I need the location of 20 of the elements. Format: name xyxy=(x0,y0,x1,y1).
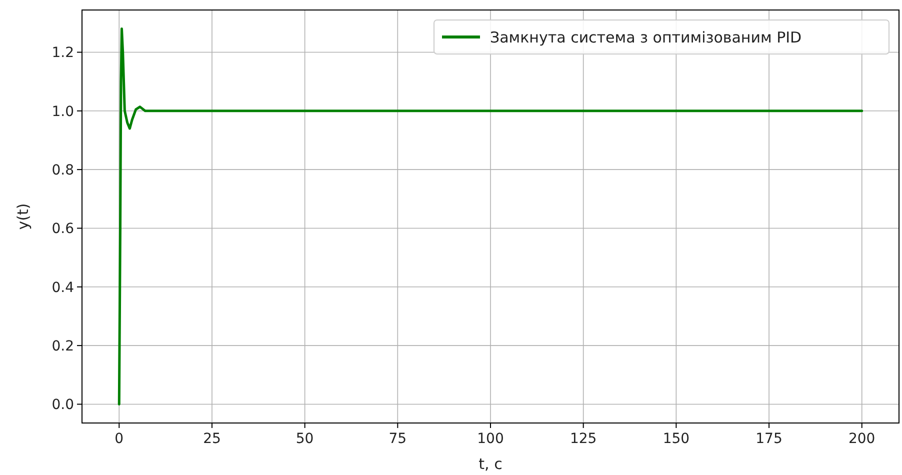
x-tick-label: 100 xyxy=(477,431,504,447)
y-tick-label: 0.0 xyxy=(52,397,74,414)
y-axis-title: y(t) xyxy=(14,203,32,230)
x-tick-label: 200 xyxy=(848,431,876,447)
x-tick-label: 75 xyxy=(388,431,407,447)
x-tick-label: 0 xyxy=(114,431,124,447)
x-tick-label: 175 xyxy=(756,431,782,447)
y-tick-label: 1.2 xyxy=(52,45,74,62)
x-tick-label: 125 xyxy=(570,431,597,447)
y-tick-label: 0.8 xyxy=(52,162,74,178)
x-axis-title: t, c xyxy=(478,455,502,473)
y-tick-label: 0.4 xyxy=(52,280,74,296)
x-tick-label: 50 xyxy=(296,431,314,447)
line-series xyxy=(118,28,864,406)
x-tick-label: 25 xyxy=(203,431,221,447)
x-tick-label: 150 xyxy=(662,431,690,447)
y-tick-label: 0.6 xyxy=(52,221,74,238)
y-tick-label: 1.0 xyxy=(52,104,74,120)
legend-label: Замкнута система з оптимізованим PID xyxy=(490,28,802,46)
y-tick-label: 0.2 xyxy=(52,338,74,354)
